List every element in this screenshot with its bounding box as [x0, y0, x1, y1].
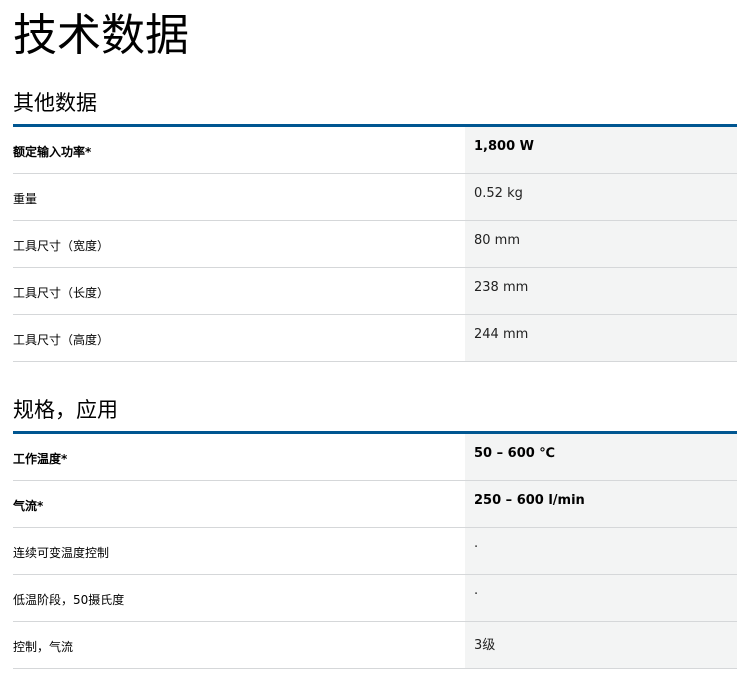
spec-value: 1,800 W: [465, 127, 737, 173]
spec-row: 低温阶段，50摄氏度 ·: [13, 575, 737, 622]
section-divider: [13, 124, 737, 127]
spec-label: 低温阶段，50摄氏度: [13, 592, 125, 607]
spec-row: 重量 0.52 kg: [13, 174, 737, 221]
section-other-data: 其他数据额定输入功率* 1,800 W 重量 0.52 kg 工具尺寸（宽度） 80 mm…: [13, 90, 737, 362]
spec-label: 工具尺寸（宽度）: [13, 238, 110, 253]
section-heading: 其他数据: [13, 91, 97, 115]
spec-row: 工具尺寸（宽度） 80 mm: [13, 221, 737, 268]
spec-value: 0.52 kg: [465, 174, 737, 220]
spec-label: 控制，气流: [13, 639, 74, 654]
spec-value: 50 – 600 ℃: [465, 434, 737, 480]
spec-label: 工具尺寸（长度）: [13, 285, 110, 300]
spec-label: 重量: [13, 191, 38, 206]
spec-row: 工具尺寸（高度） 244 mm: [13, 315, 737, 362]
spec-label: 工作温度*: [13, 451, 68, 466]
spec-row: 额定输入功率* 1,800 W: [13, 127, 737, 174]
spec-label: 额定输入功率*: [13, 144, 92, 159]
section-heading: 规格，应用: [13, 398, 118, 422]
spec-row: 工作温度* 50 – 600 ℃: [13, 434, 737, 481]
spec-label: 气流*: [13, 498, 44, 513]
spec-value: 3级: [465, 622, 737, 668]
spec-value: ·: [465, 528, 737, 574]
spec-row: 控制，气流 3级: [13, 622, 737, 669]
spec-value: 244 mm: [465, 315, 737, 361]
page-title: 技术数据: [13, 10, 189, 61]
spec-label: 连续可变温度控制: [13, 545, 110, 560]
spec-row: 连续可变温度控制 ·: [13, 528, 737, 575]
spec-value: 238 mm: [465, 268, 737, 314]
spec-value: 250 – 600 l/min: [465, 481, 737, 527]
spec-row: 气流* 250 – 600 l/min: [13, 481, 737, 528]
spec-value: ·: [465, 575, 737, 621]
spec-value: 80 mm: [465, 221, 737, 267]
section-specs-application: 规格，应用 工作温度* 50 – 600 ℃ 气流* 250 – 600 l/min 连续…: [13, 397, 737, 669]
spec-row: 工具尺寸（长度） 238 mm: [13, 268, 737, 315]
spec-label: 工具尺寸（高度）: [13, 332, 110, 347]
section-divider: [13, 431, 737, 434]
